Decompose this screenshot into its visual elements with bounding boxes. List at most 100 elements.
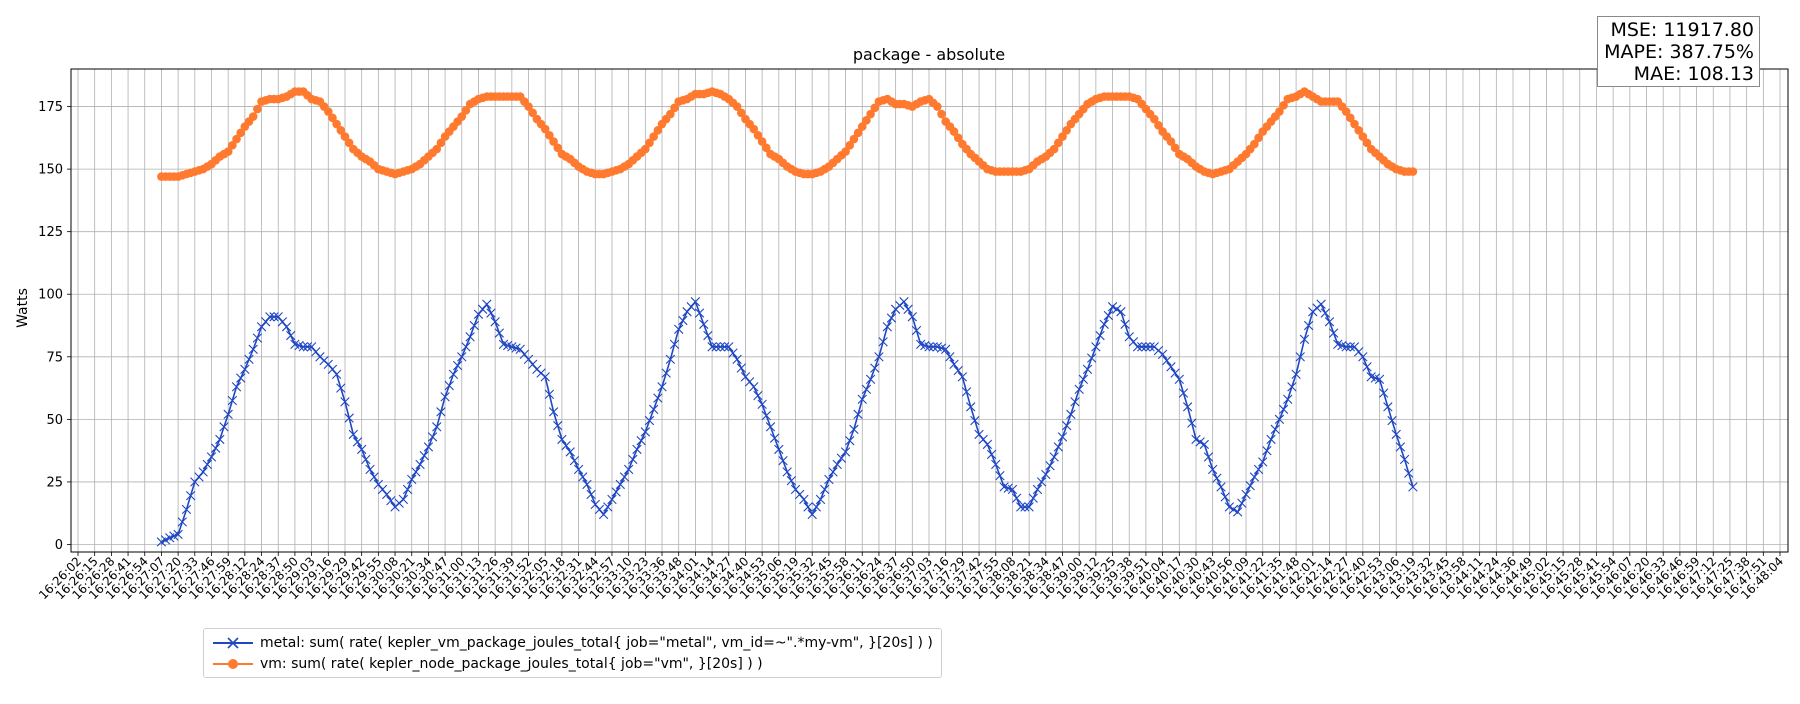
data-point: [1350, 119, 1359, 129]
data-point: [565, 447, 575, 457]
data-point: [728, 348, 738, 358]
data-point: [436, 407, 446, 417]
data-point: [494, 328, 505, 338]
data-point: [995, 470, 1005, 481]
y-tick-label: 25: [46, 475, 63, 490]
data-point: [236, 128, 245, 138]
y-tick-label: 175: [38, 100, 63, 115]
data-point: [1066, 409, 1076, 420]
legend-entry-metal: metal: sum( rate( kepler_vm_package_joul…: [212, 632, 933, 653]
data-point: [302, 342, 313, 352]
data-point: [807, 509, 817, 520]
data-point: [361, 454, 371, 465]
data-point: [402, 484, 413, 495]
data-point: [311, 347, 321, 357]
data-point: [945, 352, 955, 362]
data-point: [607, 494, 617, 505]
data-point: [1220, 492, 1230, 502]
data-point: [398, 494, 409, 505]
data-point: [815, 494, 826, 505]
data-point: [1095, 330, 1105, 341]
data-point: [1207, 464, 1218, 475]
data-point: [678, 315, 688, 326]
data-point: [261, 317, 271, 327]
mae-stat: MAE: 108.13: [1633, 63, 1754, 85]
data-point: [253, 104, 262, 114]
data-point: [436, 138, 446, 148]
data-point: [415, 459, 425, 470]
data-point: [1020, 502, 1030, 512]
data-point: [215, 434, 225, 445]
data-point: [853, 128, 863, 138]
data-point: [340, 132, 350, 141]
data-point: [432, 144, 442, 154]
data-point: [231, 382, 242, 392]
data-point: [853, 409, 863, 420]
data-point: [544, 389, 555, 400]
data-point: [953, 133, 963, 143]
data-point: [198, 467, 208, 477]
data-point: [1178, 388, 1189, 398]
data-point: [519, 349, 530, 359]
data-point: [461, 342, 471, 352]
data-point: [382, 489, 392, 500]
data-point: [753, 390, 763, 401]
data-point: [1199, 439, 1210, 450]
y-tick-label: 0: [55, 538, 63, 553]
data-point: [719, 342, 730, 352]
data-point: [674, 324, 684, 334]
data-point: [256, 322, 267, 332]
data-point: [1362, 362, 1372, 372]
data-point: [545, 131, 554, 140]
data-point: [1328, 328, 1339, 338]
data-point: [1216, 482, 1226, 492]
data-point: [769, 433, 780, 443]
data-point: [641, 144, 650, 154]
data-point: [1195, 437, 1205, 447]
y-tick-label: 125: [38, 225, 63, 240]
data-point: [861, 384, 872, 395]
data-point: [1362, 138, 1372, 148]
data-point: [578, 472, 588, 482]
data-point: [665, 354, 676, 364]
data-point: [457, 112, 467, 121]
data-point: [828, 467, 838, 477]
data-point: [1112, 304, 1122, 314]
data-point: [1408, 482, 1418, 492]
data-point: [477, 304, 488, 314]
data-point: [657, 382, 667, 392]
data-point: [1049, 144, 1059, 154]
data-point: [645, 138, 654, 148]
chart-title: package - absolute: [853, 45, 1005, 64]
data-point: [1383, 402, 1393, 412]
data-point: [306, 342, 317, 352]
data-point: [549, 137, 558, 146]
data-point: [649, 132, 658, 141]
data-point: [1346, 113, 1355, 123]
data-point: [356, 444, 367, 455]
data-point: [694, 308, 705, 318]
data-point: [928, 342, 938, 352]
legend: metal: sum( rate( kepler_vm_package_joul…: [203, 628, 942, 678]
data-point: [753, 131, 763, 140]
data-point: [427, 432, 438, 442]
data-point: [1170, 368, 1180, 378]
data-point: [286, 330, 296, 341]
data-point: [603, 502, 613, 512]
data-point: [248, 344, 258, 354]
data-point: [181, 504, 192, 515]
data-point: [1295, 352, 1305, 362]
data-point: [1132, 342, 1143, 352]
data-point: [173, 529, 183, 540]
data-point: [423, 442, 434, 452]
data-point: [653, 126, 663, 135]
data-point: [862, 116, 871, 125]
data-point: [236, 373, 246, 383]
data-point: [377, 484, 388, 495]
circle-marker-line-icon: [213, 658, 253, 669]
data-point: [582, 479, 592, 490]
data-point: [1157, 349, 1168, 359]
data-point: [1166, 137, 1176, 146]
data-point: [911, 325, 922, 336]
